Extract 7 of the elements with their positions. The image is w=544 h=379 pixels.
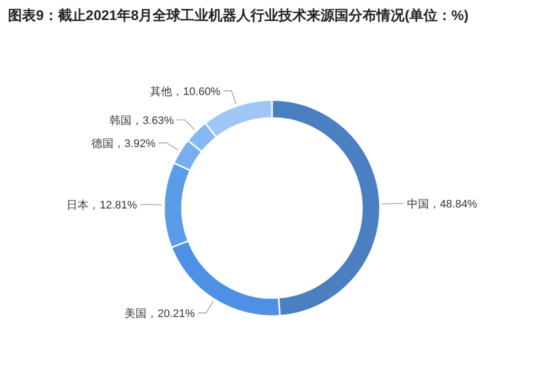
chart-title: 图表9：截止2021年8月全球工业机器人行业技术来源国分布情况(单位：%): [8, 6, 470, 25]
slice-label: 德国，3.92%: [91, 138, 156, 150]
slice-label: 日本，12.81%: [66, 198, 138, 212]
slice-label: 韩国，3.63%: [110, 114, 174, 127]
slice-label: 其他，10.60%: [150, 84, 221, 98]
slice-label: 美国，20.21%: [124, 306, 196, 320]
slice-label: 中国，48.84%: [406, 197, 478, 210]
